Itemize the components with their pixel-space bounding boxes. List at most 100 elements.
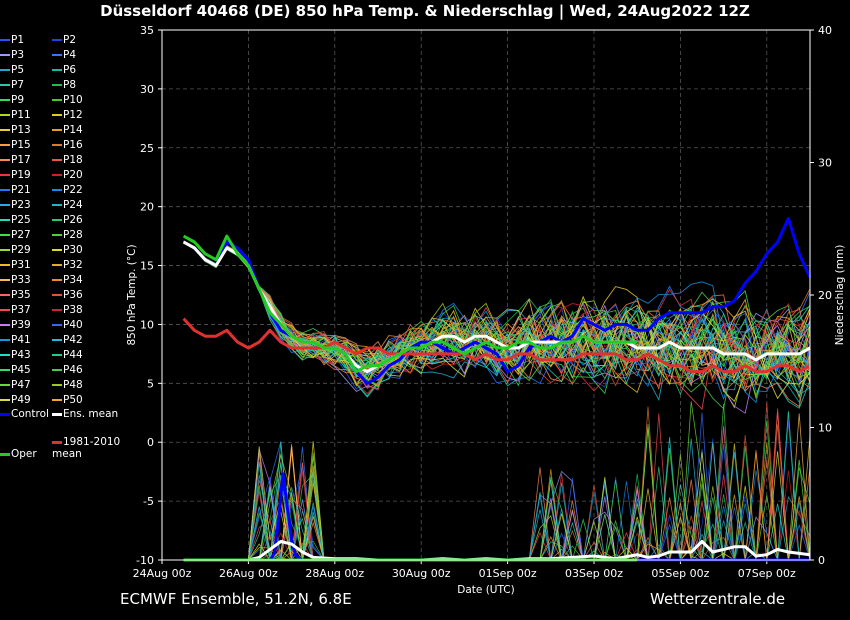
legend-swatch (52, 174, 62, 176)
legend-label: P8 (63, 79, 77, 91)
y-tick-label: 0 (147, 436, 154, 449)
legend-label: P42 (63, 334, 83, 346)
legend-item-p9: P9 (0, 93, 24, 107)
y-tick-label: 25 (140, 142, 154, 155)
legend-label: P49 (11, 394, 31, 406)
legend-swatch (52, 189, 62, 191)
legend-swatch (0, 384, 10, 386)
legend-swatch (0, 174, 10, 176)
legend-item-p4: P4 (52, 48, 76, 62)
legend-item-p33: P33 (0, 273, 31, 287)
legend-item-p22: P22 (52, 183, 83, 197)
legend-swatch (0, 369, 10, 371)
legend-item-p24: P24 (52, 198, 83, 212)
plot-area (162, 30, 810, 560)
legend-swatch (0, 279, 10, 281)
legend-item-p46: P46 (52, 363, 83, 377)
legend-label: P44 (63, 349, 83, 361)
y2-axis-label: Niederschlag (mm) (834, 245, 846, 346)
legend-item-p5: P5 (0, 63, 24, 77)
x-tick-label: 28Aug 00z (305, 567, 364, 580)
legend-swatch (52, 69, 62, 71)
legend-label: P38 (63, 304, 83, 316)
legend-swatch (52, 99, 62, 101)
x-tick-label: 01Sep 00z (479, 567, 537, 580)
legend-item-p8: P8 (52, 78, 76, 92)
x-axis-label: Date (UTC) (457, 584, 514, 596)
legend-label: P16 (63, 139, 83, 151)
legend-item-p39: P39 (0, 318, 31, 332)
legend-item-p26: P26 (52, 213, 83, 227)
legend-swatch (0, 69, 10, 71)
legend-item-p49: P49 (0, 393, 31, 407)
legend-item-p2: P2 (52, 33, 76, 47)
legend-label: P12 (63, 109, 83, 121)
legend-label: P43 (11, 349, 31, 361)
legend-item-p30: P30 (52, 243, 83, 257)
legend-swatch (0, 249, 10, 251)
y-axis-label: 850 hPa Temp. (°C) (126, 244, 138, 345)
legend-label: P6 (63, 64, 77, 76)
legend-item-p45: P45 (0, 363, 31, 377)
legend-item-p23: P23 (0, 198, 31, 212)
legend-swatch (0, 84, 10, 86)
y2-tick-label: 30 (818, 157, 832, 170)
legend-label: P3 (11, 49, 25, 61)
legend-swatch (52, 204, 62, 206)
x-tick-label: 30Aug 00z (392, 567, 451, 580)
ensemble-member-temp-line (183, 241, 811, 410)
legend-swatch (52, 441, 62, 444)
legend-item-p44: P44 (52, 348, 83, 362)
legend-item-p38: P38 (52, 303, 83, 317)
legend-label: P50 (63, 394, 83, 406)
legend-swatch (52, 84, 62, 86)
legend-swatch (52, 249, 62, 251)
legend-item-p25: P25 (0, 213, 31, 227)
y2-tick-label: 0 (818, 554, 825, 567)
legend-swatch (52, 264, 62, 266)
x-tick-label: 26Aug 00z (219, 567, 278, 580)
legend-label: P14 (63, 124, 83, 136)
legend-item-p42: P42 (52, 333, 83, 347)
y2-tick-label: 40 (818, 24, 832, 37)
legend-swatch (0, 453, 10, 456)
y-tick-label: -5 (143, 495, 154, 508)
legend-label: P35 (11, 289, 31, 301)
legend-item-p36: P36 (52, 288, 83, 302)
legend-item-p10: P10 (52, 93, 83, 107)
legend-label: P28 (63, 229, 83, 241)
y-tick-label: 5 (147, 377, 154, 390)
legend-label: P33 (11, 274, 31, 286)
x-tick-label: 05Sep 00z (651, 567, 709, 580)
legend-label: P9 (11, 94, 25, 106)
legend-item-p43: P43 (0, 348, 31, 362)
legend-swatch (0, 54, 10, 56)
legend-label: P1 (11, 34, 25, 46)
legend-item-p27: P27 (0, 228, 31, 242)
legend-item-p20: P20 (52, 168, 83, 182)
legend-label: P22 (63, 184, 83, 196)
legend-label: P37 (11, 304, 31, 316)
legend-swatch (0, 129, 10, 131)
legend-swatch (52, 39, 62, 41)
oper-temp-line (182, 234, 638, 374)
legend-swatch (52, 399, 62, 401)
legend-label: Control (11, 408, 49, 420)
legend-label: P7 (11, 79, 25, 91)
legend-item-p1: P1 (0, 33, 24, 47)
legend-swatch (0, 413, 10, 416)
chart-title: Düsseldorf 40468 (DE) 850 hPa Temp. & Ni… (100, 2, 750, 20)
legend-swatch (52, 144, 62, 146)
legend-label: P32 (63, 259, 83, 271)
legend-item-ens-mean: Ens. mean (52, 409, 118, 421)
legend-item-p12: P12 (52, 108, 83, 122)
legend-label: P11 (11, 109, 31, 121)
legend-item-p50: P50 (52, 393, 83, 407)
legend-swatch (52, 129, 62, 131)
ensemble-member-temp-line (183, 242, 811, 388)
legend-label: P46 (63, 364, 83, 376)
legend-label: P25 (11, 214, 31, 226)
legend-label: P18 (63, 154, 83, 166)
legend-item-p3: P3 (0, 48, 24, 62)
